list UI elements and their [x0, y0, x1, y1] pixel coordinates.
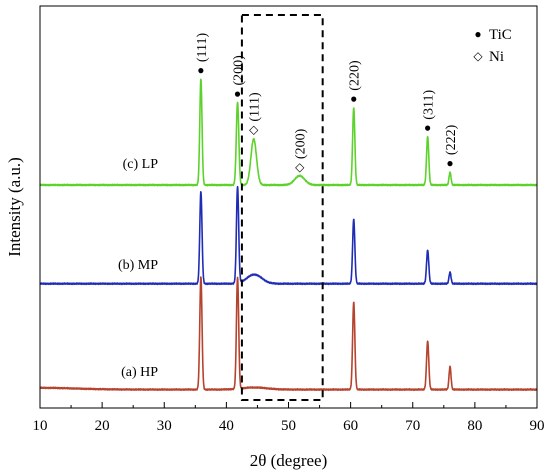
x-axis-label: 2θ (degree)	[250, 451, 328, 470]
ni-legend-marker: ◇	[473, 49, 483, 63]
series-label: (a) HP	[121, 365, 158, 380]
tic-marker: ●	[446, 156, 453, 170]
peak-label: (200)	[232, 55, 247, 86]
x-tick-label: 80	[467, 418, 482, 434]
plot-frame	[39, 5, 538, 409]
peak-label: (222)	[444, 124, 459, 155]
series-label: (c) LP	[123, 157, 159, 172]
peak-label: (220)	[348, 60, 363, 91]
tic-legend-marker: ●	[474, 27, 481, 41]
series-line	[39, 185, 538, 286]
x-tick-label: 50	[281, 418, 296, 434]
x-tick-label: 30	[157, 418, 172, 434]
ni-marker: ◇	[295, 160, 305, 174]
legend-label: TiC	[489, 27, 512, 43]
x-tick-label: 40	[219, 418, 234, 434]
x-tick-label: 10	[33, 418, 48, 434]
tic-marker: ●	[197, 63, 204, 77]
series-traces: (a) HP (b) MP (c) LP	[39, 78, 538, 392]
series-label: (b) MP	[118, 258, 158, 273]
tic-marker: ●	[424, 121, 431, 135]
peak-label: (200)	[294, 128, 309, 159]
x-tick-label: 20	[95, 418, 110, 434]
peak-annotations: ●(111)●(200)◇(111)◇(200)●(220)●(311)●(22…	[195, 32, 459, 174]
highlight-box	[240, 14, 324, 401]
x-tick-label: 60	[343, 418, 358, 434]
legend: ● TiC ◇ Ni	[473, 27, 511, 65]
legend-label: Ni	[489, 49, 504, 65]
peak-label: (111)	[248, 92, 263, 122]
series-line	[39, 78, 538, 187]
series-line	[39, 276, 538, 392]
ni-marker: ◇	[249, 123, 259, 137]
peak-label: (111)	[195, 32, 210, 62]
x-tick-label: 70	[405, 418, 420, 434]
x-axis: 10 20 30 40 50 60 70 80 90	[33, 402, 545, 434]
peak-label: (311)	[422, 90, 437, 120]
tic-marker: ●	[234, 86, 241, 100]
x-tick-label: 90	[530, 418, 545, 434]
tic-marker: ●	[350, 92, 357, 106]
y-axis-label: Intensity (a.u.)	[5, 157, 24, 257]
